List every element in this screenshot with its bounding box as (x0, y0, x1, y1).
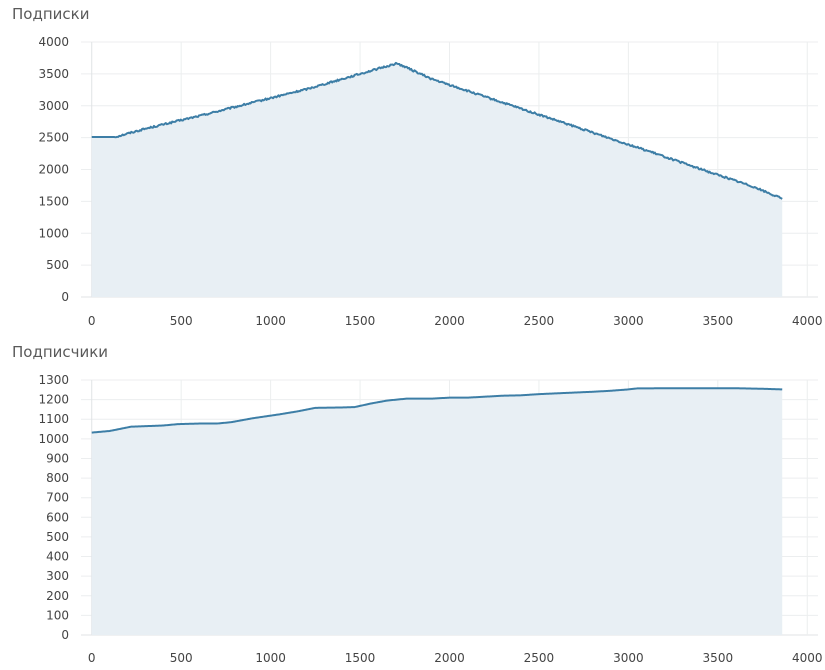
y-tick-label: 1000 (38, 226, 69, 240)
x-tick-label: 3000 (613, 314, 644, 328)
x-tick-label: 500 (170, 314, 193, 328)
x-tick-label: 2500 (524, 314, 555, 328)
x-tick-label: 4000 (792, 314, 823, 328)
y-tick-label: 200 (46, 589, 69, 603)
y-tick-label: 1000 (38, 432, 69, 446)
y-tick-label: 1200 (38, 393, 69, 407)
y-tick-label: 500 (46, 530, 69, 544)
x-tick-label: 3500 (703, 651, 734, 665)
y-tick-label: 2500 (38, 131, 69, 145)
x-tick-label: 1500 (345, 651, 376, 665)
y-tick-label: 100 (46, 608, 69, 622)
subscriptions-area-chart: 0 500 1000 1500 2000 2500 3000 3500 4000 0 500 1000… (38, 35, 823, 328)
y-tick-label: 1100 (38, 412, 69, 426)
x-tick-label: 3000 (613, 651, 644, 665)
y-tick-label: 300 (46, 569, 69, 583)
y-tick-label: 800 (46, 471, 69, 485)
y-tick-label: 500 (46, 258, 69, 272)
y-tick-label: 4000 (38, 35, 69, 49)
x-tick-label: 4000 (792, 651, 823, 665)
subscribers-area-fill (91, 388, 783, 635)
y-tick-label: 0 (61, 290, 69, 304)
x-tick-label: 2500 (524, 651, 555, 665)
subscriptions-area-fill (91, 62, 783, 297)
y-tick-label: 900 (46, 451, 69, 465)
chart-title-subscribers: Подписчики (12, 343, 109, 361)
y-tick-label: 400 (46, 550, 69, 564)
x-tick-label: 2000 (434, 314, 465, 328)
subscribers-area-chart: 0 100 200 300 400 500 600 700 800 900 1000 1100 1200… (38, 373, 823, 665)
subscriptions-series-line (91, 61, 783, 200)
y-tick-label: 2000 (38, 163, 69, 177)
x-tick-label: 1500 (345, 314, 376, 328)
y-tick-label: 3000 (38, 99, 69, 113)
y-tick-label: 700 (46, 491, 69, 505)
x-tick-label: 1000 (255, 314, 286, 328)
y-tick-label: 1300 (38, 373, 69, 387)
x-tick-label: 2000 (434, 651, 465, 665)
y-tick-label: 600 (46, 510, 69, 524)
x-tick-label: 0 (88, 651, 96, 665)
subscribers-series-line (91, 387, 783, 434)
y-tick-label: 0 (61, 628, 69, 642)
x-tick-label: 0 (88, 314, 96, 328)
chart-title-subscriptions: Подписки (12, 5, 90, 23)
y-tick-label: 3500 (38, 67, 69, 81)
x-tick-label: 500 (170, 651, 193, 665)
y-tick-label: 1500 (38, 194, 69, 208)
x-tick-label: 3500 (703, 314, 734, 328)
x-tick-label: 1000 (255, 651, 286, 665)
